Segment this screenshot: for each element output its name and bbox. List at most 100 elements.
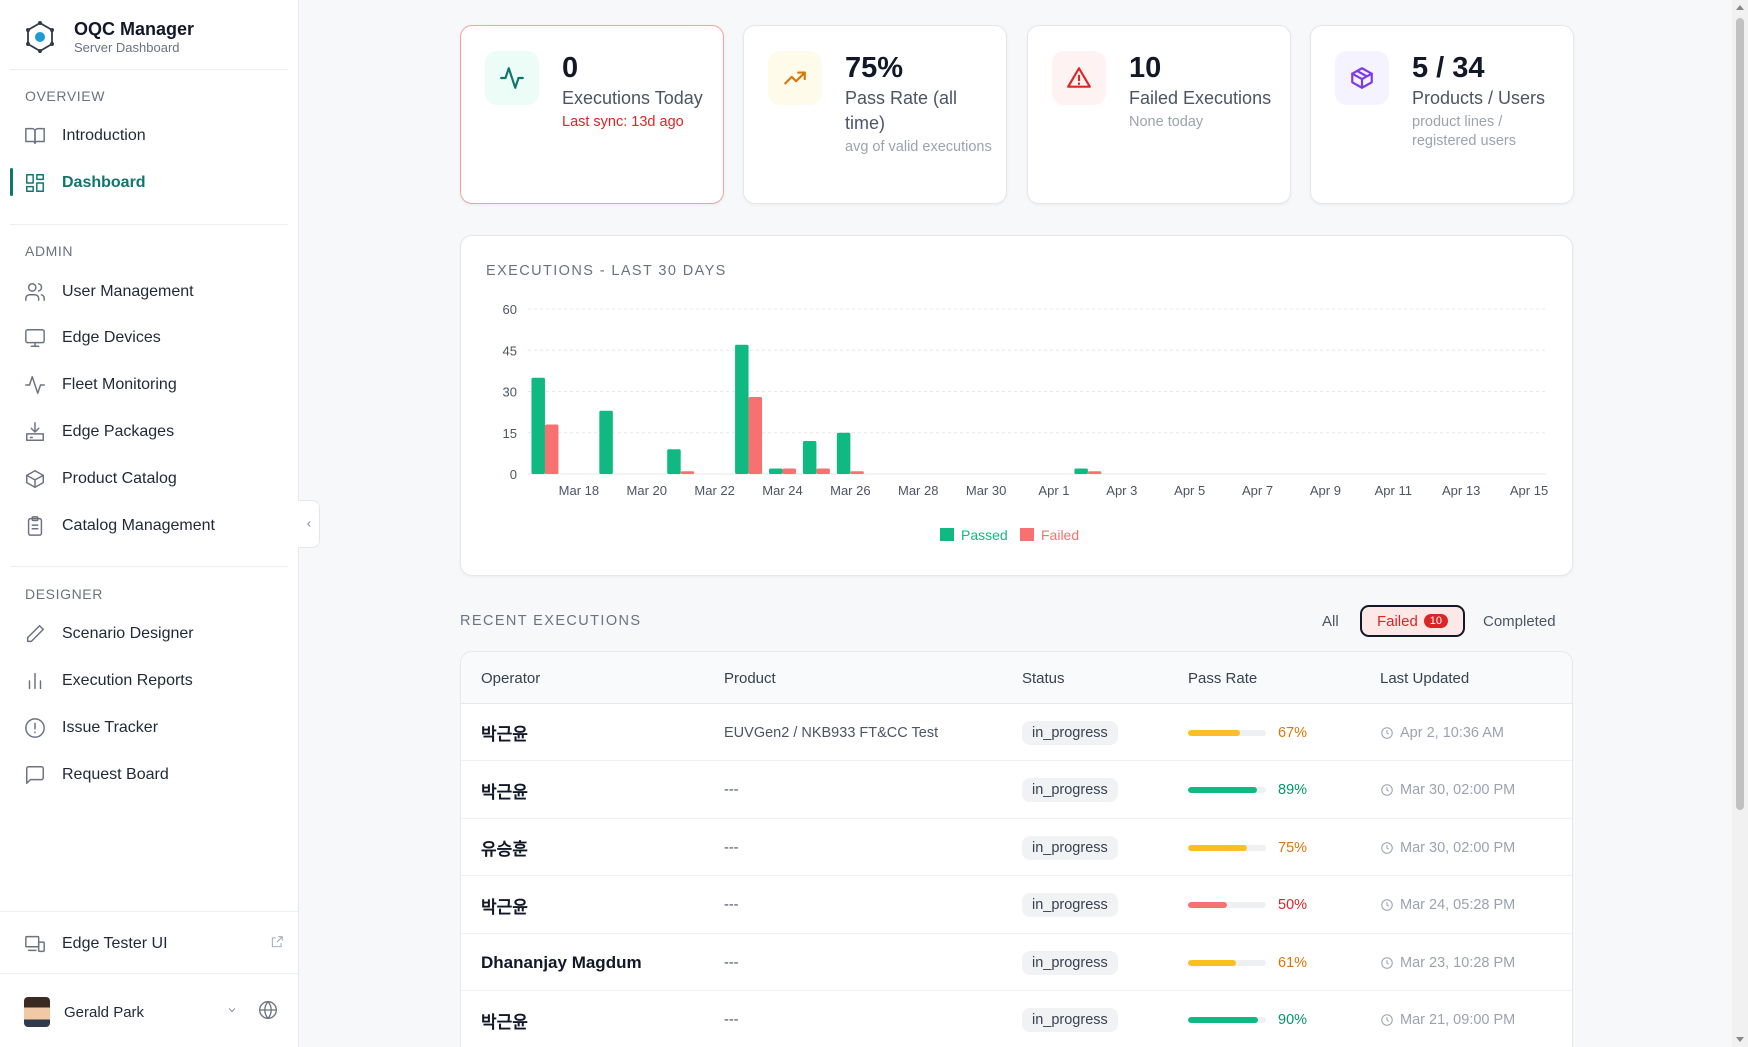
- edge-tester-ui-link[interactable]: Edge Tester UI: [24, 926, 284, 962]
- x-tick-label: Mar 20: [627, 483, 667, 498]
- brand[interactable]: OQC Manager Server Dashboard: [24, 18, 194, 56]
- trending-up-icon: [768, 51, 822, 105]
- sidebar-item-product-catalog[interactable]: Product Catalog: [24, 461, 284, 497]
- sidebar: OQC Manager Server Dashboard OVERVIEW In…: [0, 0, 299, 1047]
- sidebar-item-scenario-designer[interactable]: Scenario Designer: [24, 616, 284, 652]
- sidebar-item-catalog-management[interactable]: Catalog Management: [24, 508, 284, 544]
- activity-icon: [485, 51, 539, 105]
- sidebar-item-dashboard[interactable]: Dashboard: [24, 165, 284, 201]
- last-updated-value: Mar 21, 09:00 PM: [1400, 1012, 1516, 1028]
- bar-passed: [802, 441, 817, 474]
- filter-completed-button[interactable]: Completed: [1483, 613, 1556, 630]
- filter-failed-button[interactable]: Failed 10: [1360, 605, 1465, 637]
- legend-swatch: [940, 528, 954, 541]
- last-updated-cell: Mar 30, 02:00 PM: [1380, 819, 1515, 876]
- package-icon: [24, 468, 46, 490]
- product-name: ---: [724, 782, 739, 798]
- section-admin: ADMIN: [25, 243, 74, 259]
- status-badge: in_progress: [1022, 720, 1118, 745]
- monitor-icon: [24, 327, 46, 349]
- bar-failed: [544, 424, 559, 474]
- stat-label: Failed Executions: [1129, 88, 1272, 108]
- sidebar-item-request-board[interactable]: Request Board: [24, 757, 284, 793]
- sidebar-item-edge-packages[interactable]: Edge Packages: [24, 414, 284, 450]
- pass-rate-value: 67%: [1278, 724, 1308, 741]
- sidebar-item-execution-reports[interactable]: Execution Reports: [24, 663, 284, 699]
- operator-cell: 유승훈: [481, 819, 528, 876]
- column-header-last-updated[interactable]: Last Updated: [1380, 670, 1470, 687]
- last-updated-cell: Apr 2, 10:36 AM: [1380, 704, 1504, 761]
- sidebar-item-label: Catalog Management: [62, 517, 215, 534]
- operator-name: 박근윤: [481, 782, 528, 802]
- stat-card-failed-executions: 10 Failed Executions None today: [1027, 25, 1291, 204]
- column-header-operator[interactable]: Operator: [481, 670, 541, 687]
- filter-all-button[interactable]: All: [1322, 613, 1339, 630]
- scroll-down-arrow-icon[interactable]: [1736, 1037, 1744, 1042]
- bar-chart-icon: [24, 670, 46, 692]
- globe-icon[interactable]: [258, 1000, 278, 1025]
- x-tick-label: Apr 15: [1510, 483, 1548, 498]
- column-header-pass-rate[interactable]: Pass Rate: [1188, 670, 1258, 687]
- x-tick-label: Apr 9: [1310, 483, 1341, 498]
- clock-icon: [1380, 841, 1400, 855]
- scroll-thumb[interactable]: [1736, 18, 1744, 810]
- table-row[interactable]: 박근윤 --- in_progress 90% Mar 21, 09:00 PM: [461, 992, 1572, 1047]
- book-open-icon: [24, 125, 46, 147]
- user-name: Gerald Park: [64, 1003, 145, 1021]
- divider: [10, 566, 288, 567]
- operator-cell: Dhananjay Magdum: [481, 934, 642, 991]
- x-tick-label: Mar 30: [966, 483, 1006, 498]
- product-cell: ---: [724, 762, 739, 819]
- divider: [0, 911, 298, 912]
- sidebar-item-label: Issue Tracker: [62, 719, 159, 736]
- pass-rate-cell: 50%: [1188, 877, 1307, 934]
- column-header-status[interactable]: Status: [1022, 670, 1065, 687]
- clock-icon: [1380, 726, 1400, 740]
- status-badge: in_progress: [1022, 778, 1118, 802]
- sidebar-item-edge-devices[interactable]: Edge Devices: [24, 320, 284, 356]
- product-name: ---: [724, 839, 739, 856]
- y-tick-label: 30: [503, 385, 517, 400]
- last-updated-value: Mar 24, 05:28 PM: [1400, 897, 1516, 913]
- pass-rate-cell: 67%: [1188, 704, 1307, 761]
- sidebar-collapse-button[interactable]: [298, 500, 320, 548]
- table-row[interactable]: 박근윤 EUVGen2 / NKB933 FT&CC Test in_progres…: [461, 704, 1572, 761]
- executions-chart-card: EXECUTIONS - LAST 30 DAYS 0 15 30 45 60 Mar 1…: [460, 235, 1573, 576]
- sidebar-item-label: Execution Reports: [62, 672, 193, 689]
- scroll-up-arrow-icon[interactable]: [1736, 5, 1744, 10]
- status-cell: in_progress: [1022, 704, 1118, 761]
- sidebar-item-issue-tracker[interactable]: Issue Tracker: [24, 710, 284, 746]
- bar-passed: [667, 449, 681, 474]
- bar-failed: [816, 468, 830, 474]
- status-cell: in_progress: [1022, 762, 1118, 819]
- product-cell: ---: [724, 992, 739, 1047]
- page-scrollbar[interactable]: [1732, 0, 1748, 1047]
- table-row[interactable]: 박근윤 --- in_progress 89% Mar 30, 02:00 PM: [461, 762, 1572, 819]
- dashboard-grid-icon: [24, 172, 46, 194]
- stat-sub: Last sync: 13d ago: [562, 114, 684, 130]
- stat-card-pass-rate: 75% Pass Rate (all time) avg of valid ex…: [743, 25, 1007, 204]
- column-header-product[interactable]: Product: [724, 670, 776, 687]
- bar-failed: [850, 471, 864, 474]
- status-cell: in_progress: [1022, 992, 1118, 1047]
- recent-executions-table: Operator Product Status Pass Rate Last U…: [460, 651, 1573, 1047]
- pass-rate-value: 61%: [1278, 954, 1308, 971]
- operator-cell: 박근윤: [481, 992, 528, 1047]
- sidebar-item-fleet-monitoring[interactable]: Fleet Monitoring: [24, 367, 284, 403]
- product-cell: ---: [724, 877, 739, 934]
- sidebar-item-label: Request Board: [62, 766, 169, 783]
- chevron-left-icon: [306, 521, 311, 527]
- table-row[interactable]: 유승훈 --- in_progress 75% Mar 30, 02:00 PM: [461, 819, 1572, 876]
- clock-icon: [1380, 898, 1400, 912]
- chevron-down-icon[interactable]: [226, 1003, 238, 1021]
- edge-tester-ui-label: Edge Tester UI: [62, 935, 168, 952]
- divider: [0, 973, 298, 974]
- sidebar-item-user-management[interactable]: User Management: [24, 274, 284, 310]
- alert-circle-icon: [24, 717, 46, 739]
- pass-rate-bar-fill: [1188, 729, 1241, 736]
- bar-passed: [531, 377, 545, 474]
- user-menu[interactable]: Gerald Park: [24, 995, 278, 1029]
- sidebar-item-introduction[interactable]: Introduction: [24, 118, 284, 154]
- table-row[interactable]: 박근윤 --- in_progress 50% Mar 24, 05:28 PM: [461, 877, 1572, 934]
- table-row[interactable]: Dhananjay Magdum --- in_progress 61% Mar 23,…: [461, 934, 1572, 991]
